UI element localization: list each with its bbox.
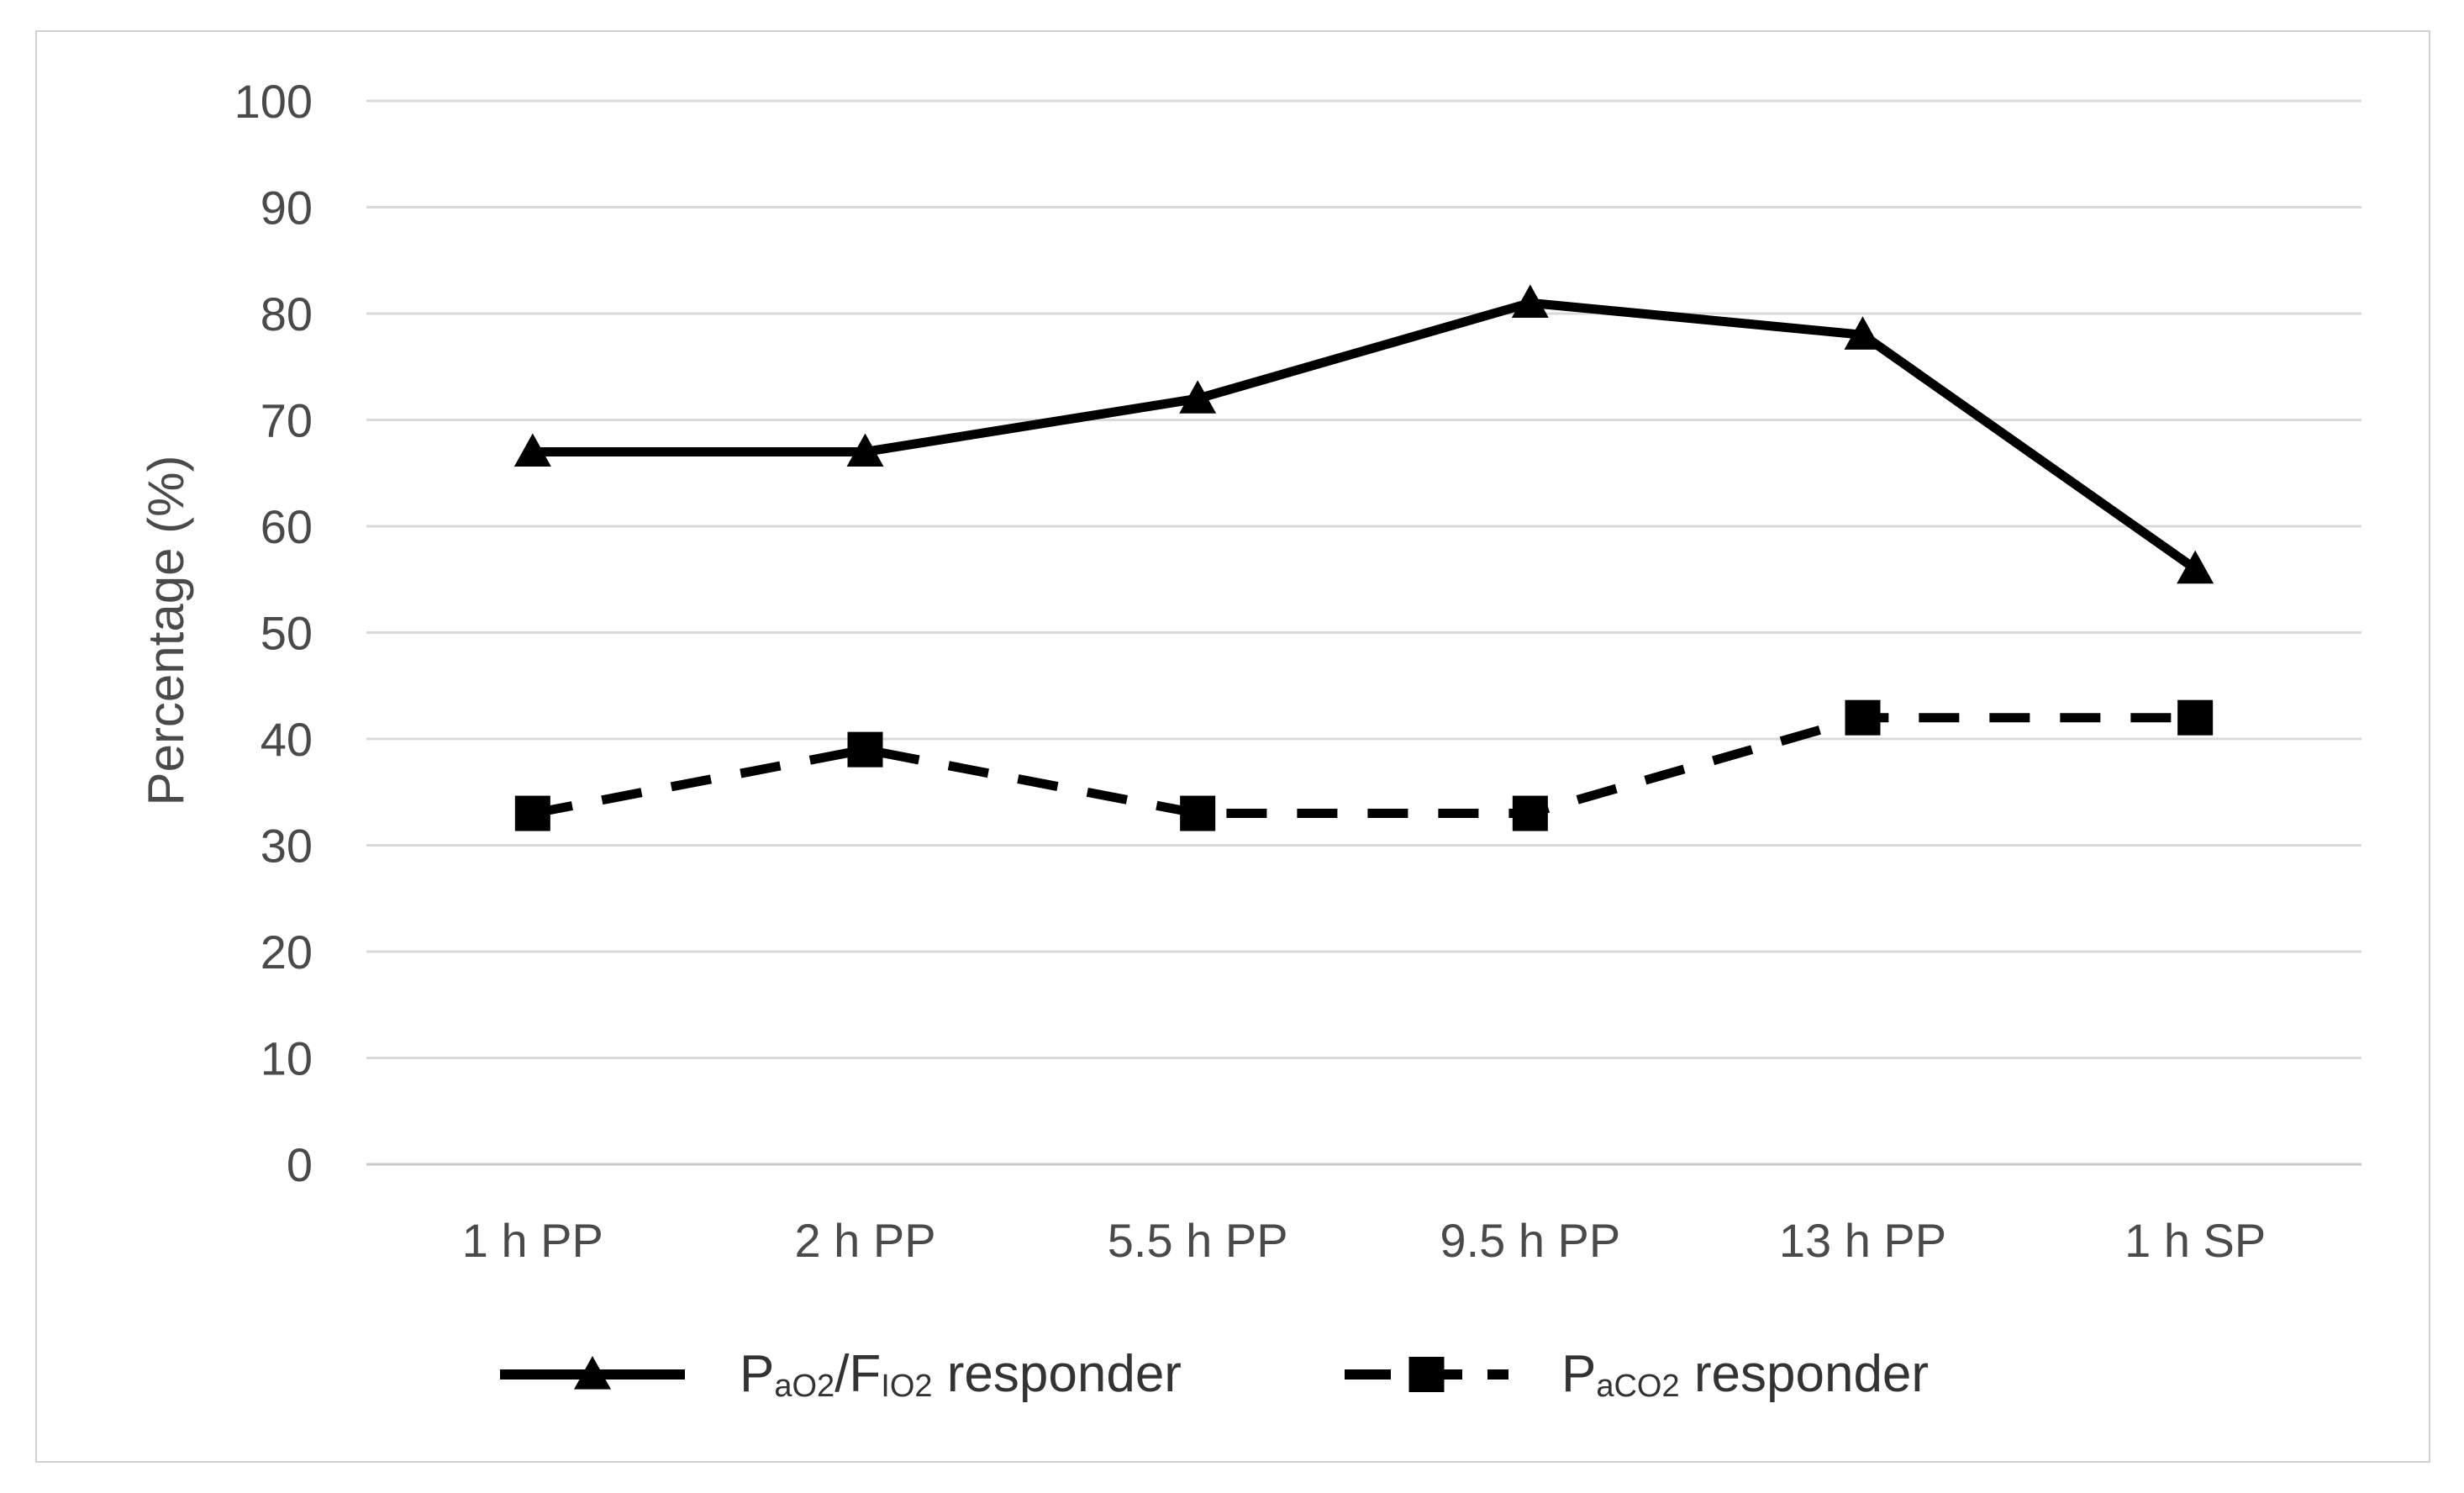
y-axis-title: Percentage (%) — [138, 456, 194, 806]
legend-label-part: responder — [933, 1345, 1182, 1403]
chart-frame — [35, 30, 2430, 1463]
legend-marker — [574, 1356, 611, 1390]
gridlines — [366, 99, 2361, 1166]
square-marker — [847, 731, 883, 768]
legend-label-part: /F — [834, 1345, 881, 1403]
x-tick-label: 5.5 h PP — [1108, 1214, 1288, 1267]
y-tick-label: 90 — [261, 182, 313, 235]
series-2 — [514, 699, 2214, 831]
square-marker — [514, 795, 550, 831]
y-tick-label: 50 — [261, 607, 313, 660]
triangle-marker — [513, 433, 551, 467]
y-tick-label: 30 — [261, 820, 313, 873]
y-tick-label: 100 — [234, 75, 313, 128]
x-tick-label: 13 h PP — [1779, 1214, 1946, 1267]
y-tick-label: 10 — [261, 1032, 313, 1085]
y-tick-label: 40 — [261, 713, 313, 766]
legend-label-part: IO2 — [881, 1369, 932, 1404]
legend-label: PaO2/FIO2 responder — [740, 1345, 1182, 1404]
legend-label-part: aO2 — [774, 1369, 834, 1404]
x-tick-label: 2 h PP — [794, 1214, 935, 1267]
x-tick-label: 1 h SP — [2124, 1214, 2266, 1267]
triangle-marker — [2177, 550, 2214, 584]
y-tick-label: 20 — [261, 926, 313, 979]
legend-label-part: P — [740, 1345, 774, 1403]
square-marker — [1845, 699, 1881, 736]
y-axis-ticks: 0 10 20 30 40 50 60 70 80 90 100 — [234, 75, 313, 1191]
series-layer — [513, 284, 2214, 831]
square-marker — [1180, 795, 1216, 831]
legend-label-part: P — [1561, 1345, 1596, 1403]
y-tick-label: 0 — [287, 1138, 313, 1191]
legend-label-part: aCO2 — [1596, 1369, 1679, 1404]
legend: PaO2/FIO2 responder PaCO2 responder — [500, 1345, 1929, 1404]
square-marker — [2177, 699, 2214, 736]
triangle-marker — [846, 433, 884, 467]
triangle-marker — [1844, 316, 1882, 350]
legend-label: PaCO2 responder — [1561, 1345, 1929, 1404]
triangle-marker — [1179, 380, 1217, 414]
series-line — [532, 298, 2198, 573]
x-tick-label: 1 h PP — [462, 1214, 603, 1267]
legend-entry-2: PaCO2 responder — [1345, 1345, 1929, 1404]
y-tick-label: 80 — [261, 288, 313, 340]
series-line — [531, 713, 2196, 819]
x-axis-ticks: 1 h PP 2 h PP 5.5 h PP 9.5 h PP 13 h PP 1 h S… — [462, 1214, 2266, 1267]
y-tick-label: 60 — [261, 500, 313, 553]
x-tick-label: 9.5 h PP — [1440, 1214, 1620, 1267]
series-1 — [513, 284, 2214, 584]
square-marker — [1512, 795, 1548, 831]
legend-label-part: responder — [1680, 1345, 1929, 1403]
y-tick-label: 70 — [261, 394, 313, 447]
legend-marker — [1408, 1357, 1445, 1392]
triangle-marker — [1511, 284, 1549, 318]
legend-entry-1: PaO2/FIO2 responder — [500, 1345, 1182, 1404]
